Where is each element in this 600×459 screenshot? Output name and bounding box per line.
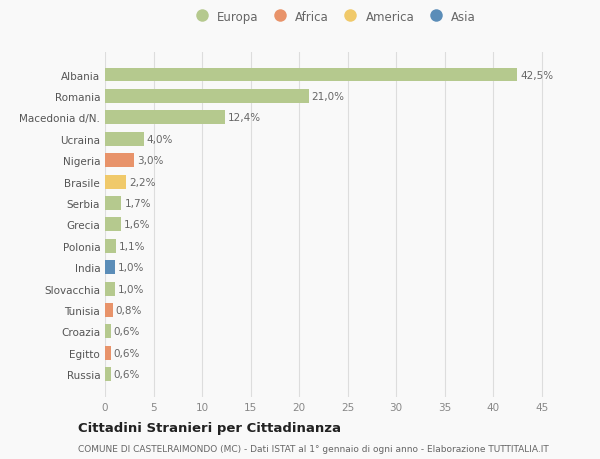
Text: 21,0%: 21,0% [311, 92, 344, 102]
Bar [105, 282, 115, 296]
Bar [105, 175, 127, 189]
Text: 0,6%: 0,6% [114, 327, 140, 337]
Text: 1,7%: 1,7% [124, 199, 151, 208]
Bar [105, 325, 111, 339]
Text: 1,0%: 1,0% [118, 284, 144, 294]
Legend: Europa, Africa, America, Asia: Europa, Africa, America, Asia [190, 11, 476, 23]
Text: 0,6%: 0,6% [114, 369, 140, 380]
Text: Cittadini Stranieri per Cittadinanza: Cittadini Stranieri per Cittadinanza [78, 421, 341, 434]
Text: 1,1%: 1,1% [119, 241, 145, 251]
Text: 0,6%: 0,6% [114, 348, 140, 358]
Text: 42,5%: 42,5% [520, 70, 553, 80]
Bar [105, 346, 111, 360]
Bar [105, 303, 113, 317]
Text: 1,6%: 1,6% [124, 220, 150, 230]
Text: 0,8%: 0,8% [116, 305, 142, 315]
Bar [105, 154, 134, 168]
Bar [105, 68, 517, 82]
Text: 1,0%: 1,0% [118, 263, 144, 273]
Bar [105, 133, 144, 146]
Text: 2,2%: 2,2% [129, 177, 156, 187]
Bar [105, 261, 115, 274]
Bar [105, 218, 121, 232]
Bar [105, 239, 116, 253]
Text: COMUNE DI CASTELRAIMONDO (MC) - Dati ISTAT al 1° gennaio di ogni anno - Elaboraz: COMUNE DI CASTELRAIMONDO (MC) - Dati IST… [78, 444, 549, 453]
Text: 12,4%: 12,4% [228, 113, 262, 123]
Bar [105, 90, 309, 104]
Bar [105, 368, 111, 381]
Text: 4,0%: 4,0% [147, 134, 173, 145]
Text: 3,0%: 3,0% [137, 156, 163, 166]
Bar [105, 196, 121, 211]
Bar [105, 111, 226, 125]
